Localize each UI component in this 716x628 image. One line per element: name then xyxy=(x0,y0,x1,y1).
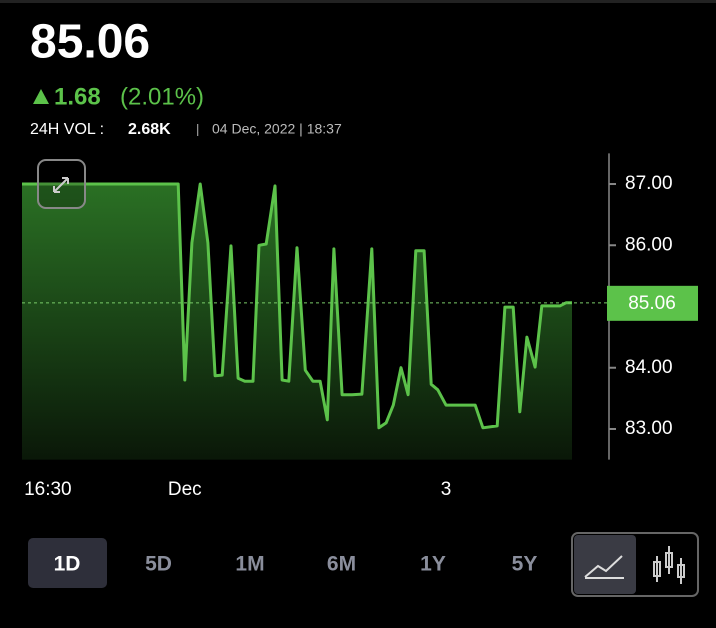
range-button[interactable]: 5D xyxy=(145,553,172,576)
volume: 2.68K xyxy=(128,121,171,138)
price: 85.06 xyxy=(30,16,150,69)
last-price-label: 85.06 xyxy=(628,293,676,314)
separator: | xyxy=(196,121,199,136)
expand-button[interactable] xyxy=(37,159,86,209)
y-tick-label: 86.00 xyxy=(625,234,673,255)
range-button[interactable]: 5Y xyxy=(512,553,538,576)
x-tick-label: 16:30 xyxy=(24,479,72,500)
range-buttons: 1D 5D 1M 6M 1Y 5Y xyxy=(28,538,537,588)
range-button[interactable]: 1M xyxy=(235,553,264,576)
range-button[interactable]: 1Y xyxy=(420,553,446,576)
up-arrow xyxy=(33,89,49,104)
area-fill xyxy=(22,184,572,460)
change-percent: (2.01%) xyxy=(120,83,204,110)
range-button[interactable]: 1D xyxy=(54,553,81,576)
change: 1.68 xyxy=(54,83,101,110)
x-tick-label: Dec xyxy=(168,479,202,500)
range-button-bg[interactable] xyxy=(28,538,107,588)
last-price-box xyxy=(607,285,698,321)
price-line xyxy=(22,182,572,430)
chart-type-toggle xyxy=(571,532,699,597)
candle-button[interactable] xyxy=(653,546,685,584)
volume-label: 24H VOL : xyxy=(30,121,104,138)
line-icon xyxy=(584,555,624,579)
x-tick-label: 3 xyxy=(441,479,452,500)
timestamp: 04 Dec, 2022 | 18:37 xyxy=(212,121,342,137)
line-chart-button[interactable] xyxy=(574,535,636,594)
y-tick-label: 83.00 xyxy=(625,418,673,439)
top-strip xyxy=(0,0,716,3)
y-tick-label: 87.00 xyxy=(625,173,673,194)
range-button[interactable]: 6M xyxy=(327,553,356,576)
y-tick-label: 84.00 xyxy=(625,357,673,378)
